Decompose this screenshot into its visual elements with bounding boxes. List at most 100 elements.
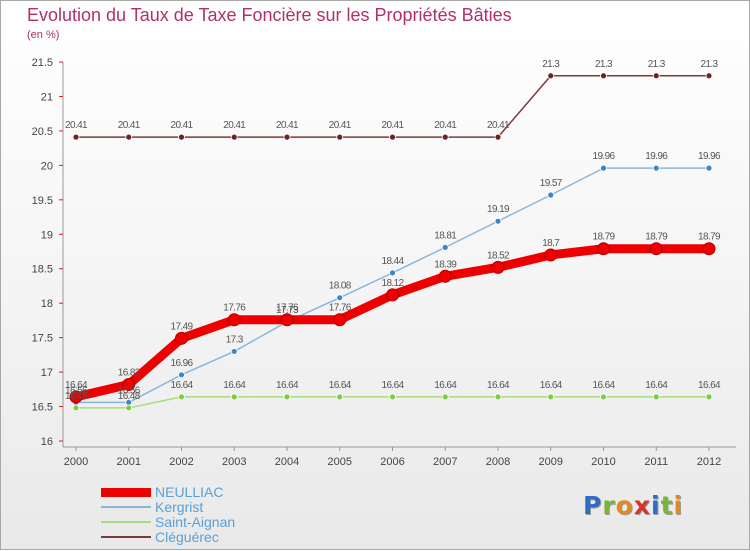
data-point xyxy=(122,377,136,391)
data-point xyxy=(597,242,610,256)
data-label: 18.79 xyxy=(645,232,668,243)
data-point xyxy=(336,393,344,401)
data-point xyxy=(69,390,83,404)
legend-label: Cléguérec xyxy=(155,529,219,545)
x-tick-label: 2003 xyxy=(222,456,246,468)
data-label: 18.79 xyxy=(592,232,615,243)
logo-letter: r xyxy=(602,491,616,520)
data-label: 18.08 xyxy=(329,281,352,292)
data-point xyxy=(280,313,294,327)
data-label: 16.64 xyxy=(698,380,721,391)
data-label: 16.64 xyxy=(645,380,668,391)
data-label: 19.96 xyxy=(698,151,721,162)
data-label: 16.64 xyxy=(487,380,510,391)
y-tick-label: 18 xyxy=(41,298,53,310)
y-tick-label: 21 xyxy=(41,91,53,103)
data-point xyxy=(175,331,188,345)
logo-letter: i xyxy=(673,491,684,520)
legend-swatch xyxy=(101,536,151,538)
data-label: 16.96 xyxy=(170,358,193,369)
data-point xyxy=(72,133,80,141)
y-tick-label: 18.5 xyxy=(32,264,53,276)
data-label: 19.96 xyxy=(645,151,668,162)
data-label: 19.19 xyxy=(487,204,510,215)
logo-letter: t xyxy=(660,491,674,520)
logo-letter: x xyxy=(633,491,651,520)
data-point xyxy=(125,133,133,141)
data-label: 20.41 xyxy=(329,120,352,131)
data-label: 20.41 xyxy=(276,120,299,131)
y-tick-label: 20.5 xyxy=(32,126,53,138)
logo-letter: o xyxy=(615,491,634,520)
data-point xyxy=(441,133,449,141)
data-point xyxy=(544,248,558,262)
data-label: 16.64 xyxy=(65,380,88,391)
legend-swatch xyxy=(101,521,151,523)
data-point xyxy=(230,393,238,401)
data-label: 20.41 xyxy=(434,120,457,131)
y-tick-label: 19 xyxy=(41,229,53,241)
data-point xyxy=(547,191,555,199)
data-point xyxy=(438,269,452,283)
data-point xyxy=(125,404,133,412)
data-point xyxy=(705,393,713,401)
data-point xyxy=(389,133,396,141)
data-point xyxy=(702,242,716,256)
data-point xyxy=(283,133,291,141)
data-label: 16.48 xyxy=(65,391,88,402)
data-label: 20.41 xyxy=(65,120,88,131)
x-tick-label: 2004 xyxy=(275,456,299,468)
x-tick-label: 2007 xyxy=(433,456,457,468)
data-point xyxy=(547,393,555,401)
y-tick-label: 20 xyxy=(41,160,53,172)
data-label: 18.81 xyxy=(434,230,457,241)
data-label: 16.64 xyxy=(434,380,457,391)
data-point xyxy=(494,217,502,225)
data-point xyxy=(547,72,555,80)
data-point xyxy=(333,313,347,327)
y-tick-label: 16 xyxy=(41,436,53,448)
x-tick-label: 2010 xyxy=(591,456,615,468)
data-point xyxy=(705,72,713,80)
data-label: 16.64 xyxy=(276,380,299,391)
legend-label: Saint-Aignan xyxy=(155,514,236,530)
data-point xyxy=(178,371,185,379)
data-point xyxy=(72,404,80,412)
data-point xyxy=(705,164,713,172)
data-point xyxy=(494,133,502,141)
data-label: 21.3 xyxy=(595,59,613,70)
data-point xyxy=(227,313,241,327)
data-point xyxy=(389,269,396,277)
data-point xyxy=(649,242,663,256)
data-label: 20.41 xyxy=(170,120,193,131)
data-point xyxy=(600,164,607,172)
x-tick-label: 2000 xyxy=(64,456,88,468)
data-point xyxy=(336,294,344,302)
data-point xyxy=(386,288,399,302)
chart-title: Evolution du Taux de Taxe Foncière sur l… xyxy=(27,5,512,25)
data-point xyxy=(652,164,660,172)
data-point xyxy=(178,393,185,401)
data-label: 20.41 xyxy=(118,120,141,131)
data-label: 19.57 xyxy=(540,178,563,189)
data-label: 21.3 xyxy=(648,59,666,70)
data-label: 17.73 xyxy=(276,305,299,316)
data-point xyxy=(336,133,344,141)
data-label: 18.79 xyxy=(698,232,721,243)
data-label: 17.49 xyxy=(170,321,193,332)
data-label: 19.96 xyxy=(592,151,615,162)
logo-letter: i xyxy=(651,491,661,520)
data-label: 18.7 xyxy=(542,238,560,249)
data-label: 16.64 xyxy=(592,380,615,391)
data-label: 16.64 xyxy=(329,380,352,391)
data-label: 18.44 xyxy=(381,256,404,267)
data-label: 17.3 xyxy=(226,334,244,345)
x-tick-label: 2008 xyxy=(486,456,510,468)
x-tick-label: 2006 xyxy=(380,456,404,468)
data-point xyxy=(441,243,449,251)
data-point xyxy=(283,393,291,401)
x-tick-label: 2011 xyxy=(644,456,668,468)
y-tick-label: 16.5 xyxy=(32,402,53,414)
x-tick-label: 2001 xyxy=(117,456,141,468)
data-label: 16.56 xyxy=(118,385,141,396)
